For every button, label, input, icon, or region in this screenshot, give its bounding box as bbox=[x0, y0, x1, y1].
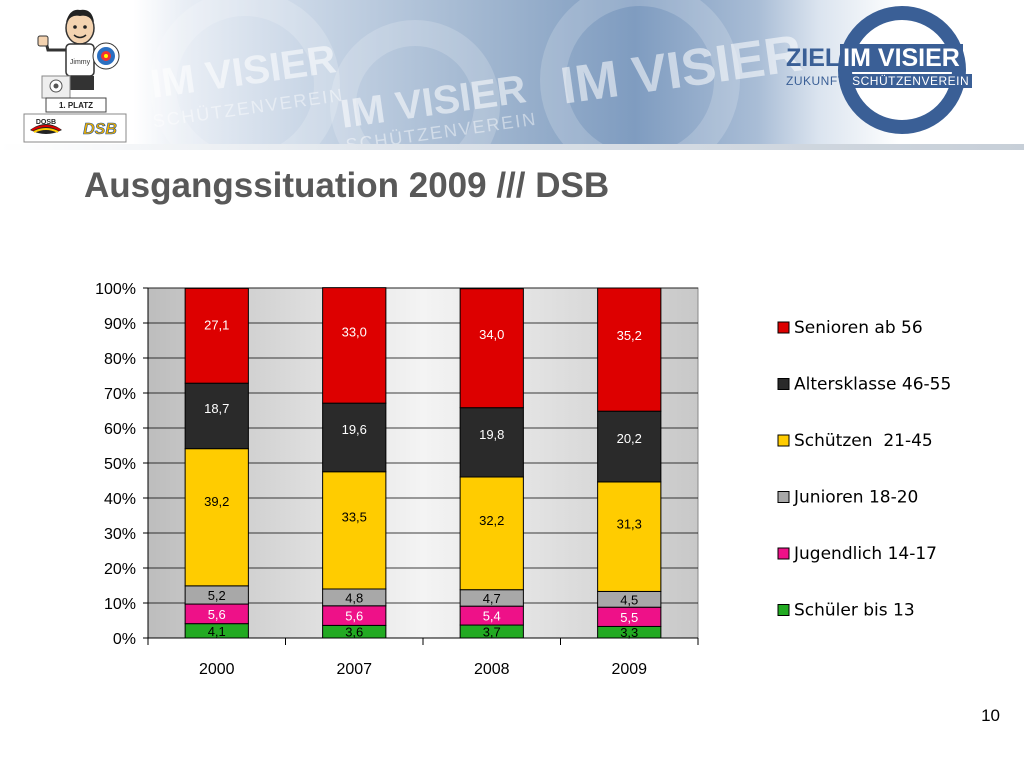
data-label: 5,5 bbox=[620, 610, 638, 625]
data-label: 33,5 bbox=[342, 509, 367, 524]
x-tick-label: 2008 bbox=[474, 661, 510, 678]
bar-segment bbox=[184, 287, 249, 384]
legend-label: Altersklasse 46-55 bbox=[794, 375, 951, 395]
data-label: 5,6 bbox=[345, 609, 363, 624]
bar-segment bbox=[459, 288, 524, 409]
brand-logo-title: ZIEL IM VISIER bbox=[786, 44, 963, 73]
y-tick-label: 90% bbox=[104, 316, 136, 333]
y-tick-label: 80% bbox=[104, 351, 136, 368]
brand-zukunft: ZUKUNFT bbox=[786, 74, 846, 88]
data-label: 31,3 bbox=[617, 517, 642, 532]
y-tick-label: 100% bbox=[95, 281, 136, 298]
bar-segment bbox=[597, 287, 662, 412]
data-label: 18,7 bbox=[204, 401, 229, 416]
dsb-logo-label: DSB bbox=[83, 121, 117, 138]
data-label: 3,3 bbox=[620, 625, 638, 640]
data-label: 32,2 bbox=[479, 513, 504, 528]
bar-segment bbox=[184, 382, 249, 450]
data-label: 33,0 bbox=[342, 325, 367, 340]
y-tick-label: 0% bbox=[113, 631, 136, 648]
bar-segment bbox=[597, 410, 662, 483]
legend-label: Junioren 18-20 bbox=[793, 488, 918, 508]
bar-segment bbox=[184, 448, 249, 587]
data-label: 4,5 bbox=[620, 592, 638, 607]
mascot-illustration-icon: Jimmy 1. PLATZ DOSB DSB bbox=[23, 9, 127, 143]
data-label: 39,2 bbox=[204, 494, 229, 509]
bar-segment bbox=[322, 471, 387, 590]
bar-segment bbox=[597, 481, 662, 592]
brand-schuetzenverein: SCHÜTZENVEREIN bbox=[849, 74, 973, 88]
data-label: 5,6 bbox=[208, 607, 226, 622]
dosb-logo-label: DOSB bbox=[36, 119, 56, 126]
y-tick-label: 60% bbox=[104, 421, 136, 438]
x-tick-label: 2007 bbox=[336, 661, 372, 678]
legend-swatch bbox=[777, 434, 790, 447]
mascot-name-label: Jimmy bbox=[70, 59, 91, 66]
y-tick-label: 30% bbox=[104, 526, 136, 543]
stacked-bar-chart: 0% 10% 20% 30% 40% 50% 60% 70% 80% 90% 100% 2000 4,1… bbox=[95, 281, 951, 678]
legend-label: Jugendlich 14-17 bbox=[793, 544, 937, 564]
data-label: 34,0 bbox=[479, 327, 504, 342]
brand-im-visier: IM VISIER bbox=[840, 44, 963, 72]
data-label: 4,1 bbox=[208, 624, 226, 639]
legend-label: Senioren ab 56 bbox=[794, 318, 923, 338]
legend-swatch bbox=[777, 491, 790, 503]
slide-title: Ausgangssituation 2009 /// DSB bbox=[84, 166, 610, 205]
x-tick-label: 2009 bbox=[611, 661, 647, 678]
legend-swatch bbox=[777, 604, 790, 616]
data-label: 20,2 bbox=[617, 431, 642, 446]
data-label: 3,7 bbox=[483, 625, 501, 640]
y-tick-label: 10% bbox=[104, 596, 136, 613]
page-number: 10 bbox=[981, 706, 1000, 725]
bar-segment bbox=[459, 476, 524, 591]
data-label: 35,2 bbox=[617, 328, 642, 343]
bar-segment bbox=[322, 287, 387, 404]
legend-swatch bbox=[777, 547, 790, 560]
brand-ziel: ZIEL bbox=[786, 44, 841, 72]
legend-label: Schützen 21-45 bbox=[794, 431, 933, 451]
data-label: 5,2 bbox=[208, 588, 226, 603]
legend-swatch bbox=[777, 378, 790, 390]
bar-segment bbox=[322, 402, 387, 473]
mascot-badge-label: 1. PLATZ bbox=[59, 101, 93, 110]
legend-swatch bbox=[777, 321, 790, 334]
data-label: 27,1 bbox=[204, 317, 229, 332]
header-divider bbox=[0, 144, 1024, 150]
data-label: 19,6 bbox=[342, 422, 367, 437]
data-label: 5,4 bbox=[483, 609, 501, 624]
y-tick-label: 40% bbox=[104, 491, 136, 508]
bar-segment bbox=[459, 407, 524, 478]
brand-logo-subtitle: ZUKUNFT SCHÜTZENVEREIN bbox=[786, 74, 973, 88]
legend-label: Schüler bis 13 bbox=[794, 601, 915, 621]
y-tick-label: 20% bbox=[104, 561, 136, 578]
y-tick-label: 70% bbox=[104, 386, 136, 403]
mascot-logo: Jimmy 1. PLATZ DOSB DSB bbox=[20, 6, 132, 144]
data-label: 19,8 bbox=[479, 427, 504, 442]
data-label: 4,8 bbox=[345, 590, 363, 605]
data-label: 4,7 bbox=[483, 591, 501, 606]
y-tick-label: 50% bbox=[104, 456, 136, 473]
x-tick-label: 2000 bbox=[199, 661, 235, 678]
data-label: 3,6 bbox=[345, 625, 363, 640]
